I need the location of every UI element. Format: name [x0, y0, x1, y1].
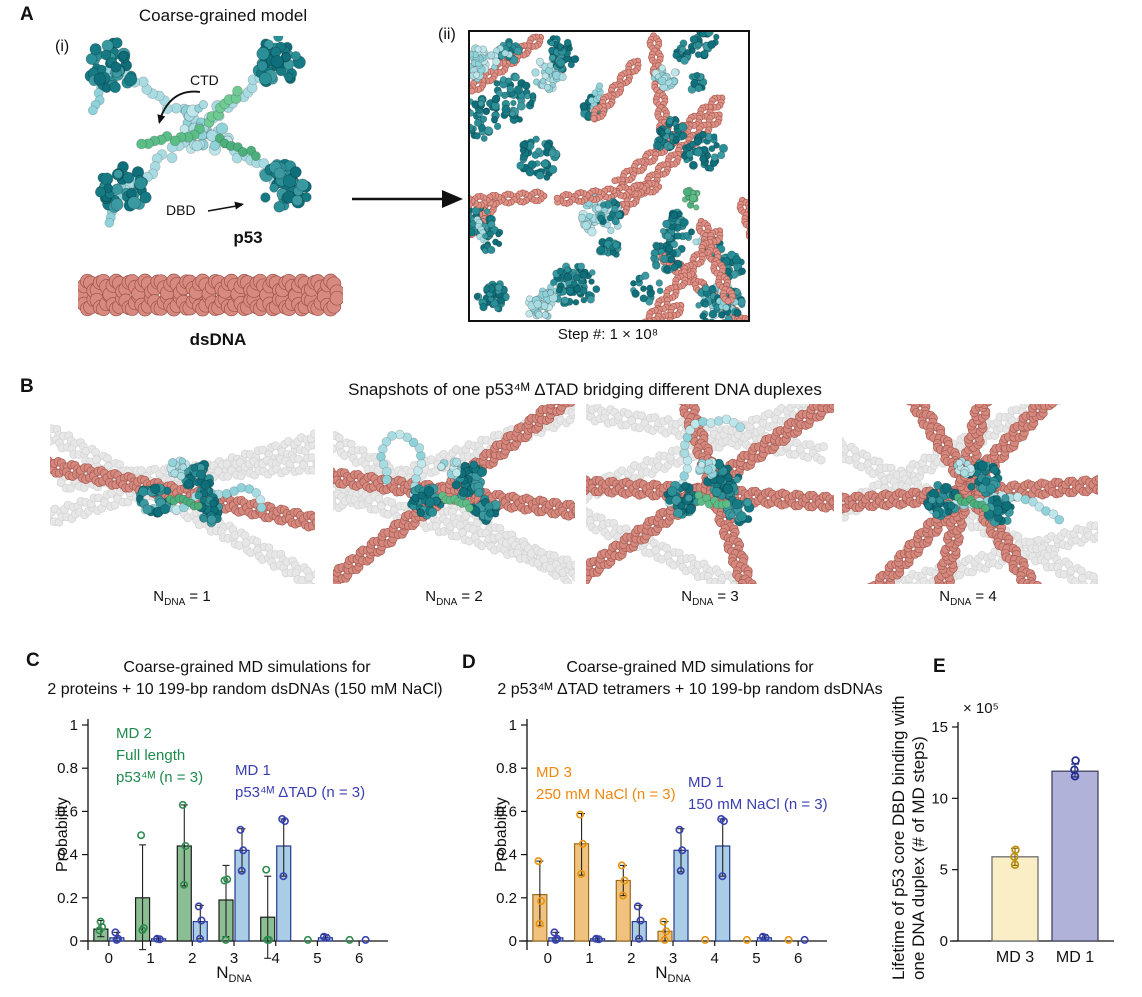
ndna-pre: N: [681, 588, 693, 605]
chart-c-title-line2: 2 proteins + 10 199-bp random dsDNAs (15…: [47, 681, 443, 698]
legend-line: 250 mM NaCl (n = 3): [536, 786, 676, 803]
legend-line: p53⁴ᴹ ΔTAD (n = 3): [235, 784, 366, 801]
dsdna-caption: dsDNA: [189, 330, 247, 349]
p53-caption: p53: [233, 228, 263, 247]
snapshot-caption-4: NDNA = 4: [908, 588, 1028, 608]
ndna-sub: DNA: [950, 597, 972, 608]
snapshot-caption-3: NDNA = 3: [650, 588, 770, 608]
legend-d-md1: MD 1 150 mM NaCl (n = 3): [688, 772, 828, 816]
ctd-label: CTD: [190, 72, 219, 88]
snapshot-image-2: [333, 404, 575, 584]
legend-line: 150 mM NaCl (n = 3): [688, 796, 828, 813]
snapshot-caption-2: NDNA = 2: [394, 588, 514, 608]
legend-d-md3: MD 3 250 mM NaCl (n = 3): [536, 762, 676, 806]
panel-d-label: D: [462, 652, 476, 673]
legend-line: p53⁴ᴹ (n = 3): [116, 769, 204, 786]
panel-b-title: Snapshots of one p53⁴ᴹ ΔTAD bridging dif…: [348, 380, 822, 399]
panel-a-sub-ii: (ii): [438, 26, 456, 43]
ndna-pre: N: [939, 588, 951, 605]
snapshot-caption-1: NDNA = 1: [122, 588, 242, 608]
legend-line: MD 2: [116, 725, 152, 742]
ndna-sub: DNA: [164, 597, 186, 608]
panel-b-label: B: [20, 376, 34, 397]
dbd-label: DBD: [166, 202, 196, 218]
chart-d-title-line2: 2 p53⁴ᴹ ΔTAD tetramers + 10 199-bp rando…: [497, 681, 883, 698]
snapshot-image-4: [842, 404, 1098, 584]
ndna-sub: DNA: [436, 597, 458, 608]
ndna-val: = 1: [185, 588, 211, 605]
chart-e-scale-label: × 10⁵: [963, 700, 999, 717]
ndna-val: = 2: [457, 588, 483, 605]
panel-a-label: A: [20, 4, 34, 25]
legend-c-md2: MD 2 Full length p53⁴ᴹ (n = 3): [116, 723, 203, 789]
legend-c-md1: MD 1 p53⁴ᴹ ΔTAD (n = 3): [235, 760, 365, 804]
panel-a-title: Coarse-grained model: [138, 6, 308, 25]
legend-line: MD 1: [235, 762, 271, 779]
legend-line: Full length: [116, 747, 186, 764]
dsdna-image: [78, 273, 343, 317]
p53-model-image: [84, 36, 312, 228]
ndna-val: = 4: [971, 588, 997, 605]
panel-c-label: C: [26, 650, 40, 671]
legend-line: MD 3: [536, 764, 572, 781]
panel-e-label: E: [933, 656, 946, 677]
step-caption: Step #: 1 × 10⁸: [557, 326, 659, 343]
snapshot-image-3: [586, 404, 834, 584]
arrow-right-icon: [352, 190, 463, 208]
chart-c-title-line1: Coarse-grained MD simulations for: [123, 659, 371, 676]
simulation-box-image: [470, 32, 748, 320]
ndna-sub: DNA: [692, 597, 714, 608]
simulation-box: [468, 30, 750, 322]
chart-d-title-line1: Coarse-grained MD simulations for: [566, 659, 814, 676]
panel-a-sub-i: (i): [55, 38, 70, 55]
legend-line: MD 1: [688, 774, 724, 791]
ndna-val: = 3: [713, 588, 739, 605]
ndna-pre: N: [425, 588, 437, 605]
snapshot-image-1: [50, 424, 315, 584]
ndna-pre: N: [153, 588, 165, 605]
